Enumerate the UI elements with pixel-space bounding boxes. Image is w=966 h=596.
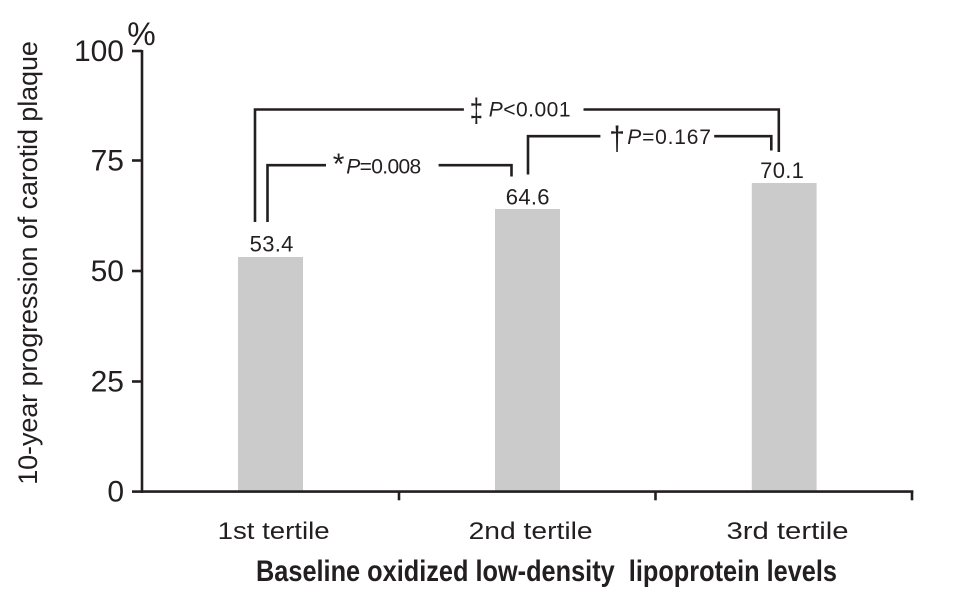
svg-text:P=0.167: P=0.167 xyxy=(627,126,711,149)
svg-text:0: 0 xyxy=(107,476,124,509)
svg-text:P<0.001: P<0.001 xyxy=(489,98,571,121)
svg-text:64.6: 64.6 xyxy=(506,185,550,210)
svg-text:75: 75 xyxy=(91,145,124,178)
svg-text:53.4: 53.4 xyxy=(250,232,294,257)
svg-text:P=0.008: P=0.008 xyxy=(346,156,420,179)
svg-text:10-year progression of carotid: 10-year progression of carotid plaque xyxy=(13,41,43,485)
svg-text:†: † xyxy=(609,120,625,157)
svg-text:1st tertile: 1st tertile xyxy=(218,518,330,545)
svg-text:2nd tertile: 2nd tertile xyxy=(469,518,593,545)
svg-text:3rd tertile: 3rd tertile xyxy=(727,518,849,545)
svg-text:25: 25 xyxy=(91,366,124,399)
svg-text:%: % xyxy=(127,16,155,52)
svg-text:50: 50 xyxy=(91,255,124,288)
svg-text:70.1: 70.1 xyxy=(760,158,804,183)
svg-text:‡: ‡ xyxy=(470,93,483,130)
svg-text:Baseline oxidized low-density: Baseline oxidized low-density lipoprotei… xyxy=(256,555,837,588)
svg-text:*: * xyxy=(333,148,345,181)
svg-text:100: 100 xyxy=(74,35,124,68)
